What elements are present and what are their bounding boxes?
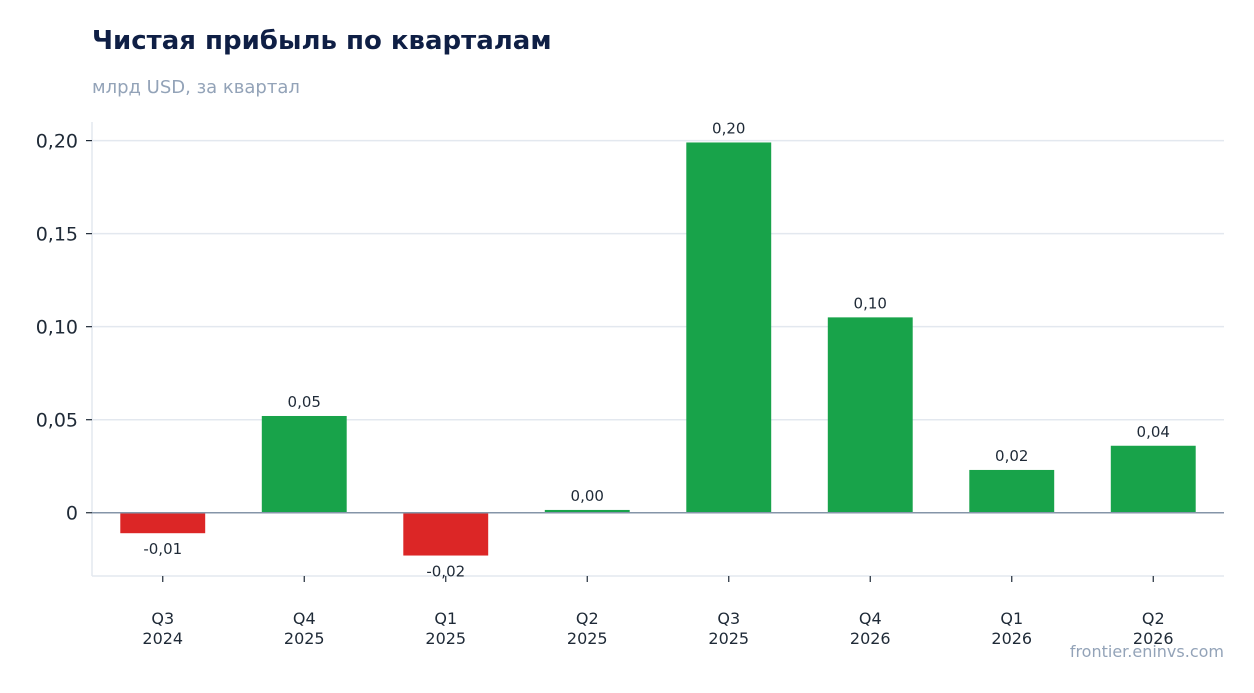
x-tick-label: Q3 2024 (142, 609, 183, 648)
bar (827, 317, 913, 513)
source-credit: frontier.eninvs.com (1069, 642, 1224, 661)
bar (1110, 445, 1196, 513)
data-label: 0,10 (854, 294, 887, 312)
data-label: 0,04 (1137, 423, 1170, 441)
bar (969, 469, 1055, 513)
x-tick-label: Q1 2026 (991, 609, 1032, 648)
bar (544, 509, 630, 513)
data-label: -0,01 (143, 540, 182, 558)
y-tick-label: 0,10 (36, 317, 78, 339)
chart-title: Чистая прибыль по кварталам (92, 26, 552, 56)
x-tick-label: Q4 2026 (850, 609, 891, 648)
bar (261, 415, 347, 513)
y-tick-label: 0,05 (36, 410, 78, 432)
y-tick-label: 0,15 (36, 224, 78, 246)
x-tick-label: Q3 2025 (708, 609, 749, 648)
bar (686, 142, 772, 513)
data-label: -0,02 (426, 563, 465, 581)
data-label: 0,05 (288, 393, 321, 411)
bar (120, 512, 206, 534)
x-tick-label: Q2 2026 (1133, 609, 1174, 648)
x-tick-label: Q1 2025 (425, 609, 466, 648)
chart-subtitle: млрд USD, за квартал (92, 77, 300, 98)
bar (403, 512, 489, 556)
x-tick-label: Q4 2025 (284, 609, 325, 648)
y-tick-label: 0 (66, 503, 78, 525)
data-label: 0,00 (571, 487, 604, 505)
data-label: 0,02 (995, 447, 1028, 465)
data-label: 0,20 (712, 119, 745, 137)
x-tick-label: Q2 2025 (567, 609, 608, 648)
y-tick-label: 0,20 (36, 131, 78, 153)
